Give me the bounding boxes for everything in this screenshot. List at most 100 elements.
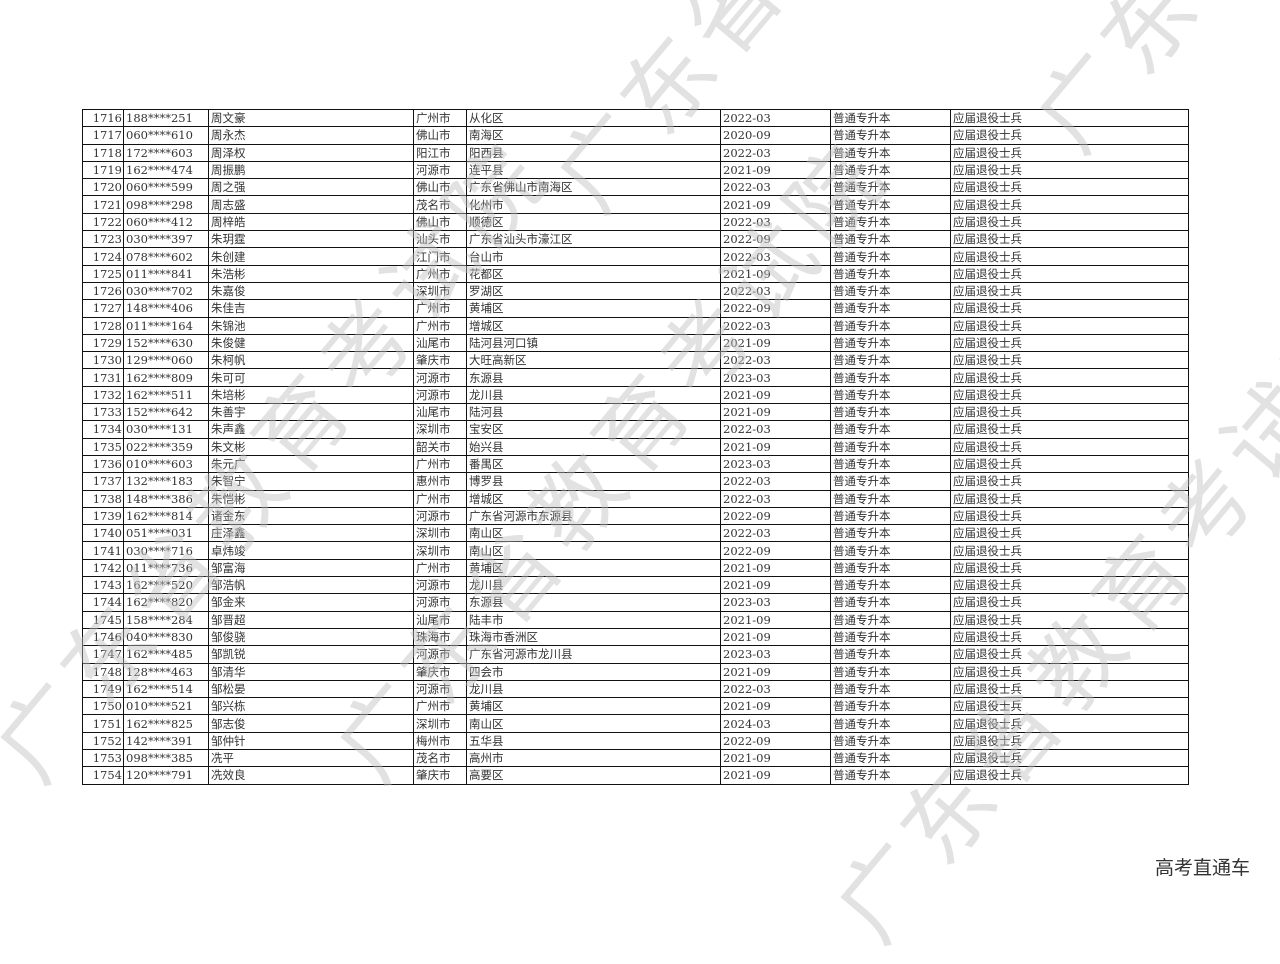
candidate-name: 周泽权 xyxy=(208,143,414,162)
row-number: 1751 xyxy=(82,714,124,733)
category: 应届退役士兵 xyxy=(950,385,1189,405)
candidate-id: 030****702 xyxy=(123,281,209,301)
candidate-id: 162****820 xyxy=(123,593,209,612)
candidate-name: 朱可可 xyxy=(208,368,414,387)
date: 2021-09 xyxy=(720,627,831,647)
exam-type: 普通专升本 xyxy=(830,247,951,266)
row-number: 1720 xyxy=(82,178,124,197)
category: 应届退役士兵 xyxy=(950,247,1189,266)
table-body: 1716 188****251 周文豪 广州市 从化区 2022-03 普通专升本 应届退役士… xyxy=(82,108,1189,785)
city: 汕尾市 xyxy=(413,403,467,422)
table-row: 1752 142****391 邹仲针 梅州市 五华县 2022-09 普通专升本 应届退役士… xyxy=(82,731,1189,750)
city: 肇庆市 xyxy=(413,351,467,370)
candidate-name: 朱智宁 xyxy=(208,472,414,491)
date: 2021-09 xyxy=(720,748,831,768)
date: 2021-09 xyxy=(720,610,831,629)
city: 广州市 xyxy=(413,264,467,283)
category: 应届退役士兵 xyxy=(950,645,1189,664)
table-row: 1749 162****514 邹松晏 河源市 龙川县 2022-03 普通专升本 应届退役士… xyxy=(82,679,1189,699)
candidate-name: 诸金东 xyxy=(208,506,414,526)
candidate-id: 040****830 xyxy=(123,627,209,647)
date: 2022-03 xyxy=(720,489,831,508)
candidate-name: 邹金来 xyxy=(208,593,414,612)
category: 应届退役士兵 xyxy=(950,748,1189,768)
candidate-name: 朱声鑫 xyxy=(208,420,414,439)
district: 陆河县 xyxy=(466,403,721,422)
date: 2022-03 xyxy=(720,108,831,128)
city: 深圳市 xyxy=(413,420,467,439)
category: 应届退役士兵 xyxy=(950,714,1189,733)
exam-type: 普通专升本 xyxy=(830,420,951,439)
date: 2022-03 xyxy=(720,351,831,370)
table-row: 1717 060****610 周永杰 佛山市 南海区 2020-09 普通专升本 应届退役士… xyxy=(82,126,1189,145)
table-row: 1727 148****406 朱佳吉 广州市 黄埔区 2022-09 普通专升本 应届退役士… xyxy=(82,299,1189,318)
date: 2022-03 xyxy=(720,316,831,335)
table-row: 1740 051****031 庄泽鑫 深圳市 南山区 2022-03 普通专升本 应届退役士… xyxy=(82,524,1189,543)
candidate-name: 邹凯锐 xyxy=(208,645,414,664)
candidate-id: 162****511 xyxy=(123,385,209,405)
category: 应届退役士兵 xyxy=(950,178,1189,197)
table-row: 1754 120****791 冼效良 肇庆市 高要区 2021-09 普通专升本 应届退役士… xyxy=(82,766,1189,785)
exam-type: 普通专升本 xyxy=(830,437,951,456)
district: 黄埔区 xyxy=(466,299,721,318)
row-number: 1744 xyxy=(82,593,124,612)
row-number: 1723 xyxy=(82,230,124,249)
table-row: 1746 040****830 邹俊骁 珠海市 珠海市香洲区 2021-09 普通专升本 应届… xyxy=(82,627,1189,647)
exam-type: 普通专升本 xyxy=(830,662,951,681)
city: 珠海市 xyxy=(413,627,467,647)
row-number: 1740 xyxy=(82,524,124,543)
row-number: 1746 xyxy=(82,627,124,647)
row-number: 1718 xyxy=(82,143,124,162)
city: 广州市 xyxy=(413,489,467,508)
candidate-name: 朱恺彬 xyxy=(208,489,414,508)
date: 2021-09 xyxy=(720,264,831,283)
row-number: 1731 xyxy=(82,368,124,387)
row-number: 1716 xyxy=(82,108,124,128)
candidate-name: 邹富海 xyxy=(208,558,414,578)
table-row: 1716 188****251 周文豪 广州市 从化区 2022-03 普通专升本 应届退役士… xyxy=(82,108,1189,128)
candidate-id: 148****406 xyxy=(123,299,209,318)
city: 阳江市 xyxy=(413,143,467,162)
city: 河源市 xyxy=(413,368,467,387)
city: 肇庆市 xyxy=(413,662,467,681)
city: 深圳市 xyxy=(413,541,467,560)
table-row: 1750 010****521 邹兴栋 广州市 黄埔区 2021-09 普通专升本 应届退役士… xyxy=(82,697,1189,716)
candidate-name: 邹俊骁 xyxy=(208,627,414,647)
city: 深圳市 xyxy=(413,714,467,733)
candidate-name: 朱文彬 xyxy=(208,437,414,456)
category: 应届退役士兵 xyxy=(950,299,1189,318)
exam-type: 普通专升本 xyxy=(830,281,951,301)
exam-type: 普通专升本 xyxy=(830,143,951,162)
candidate-name: 邹晋超 xyxy=(208,610,414,629)
category: 应届退役士兵 xyxy=(950,524,1189,543)
table-row: 1722 060****412 周梓皓 佛山市 顺德区 2022-03 普通专升本 应届退役士… xyxy=(82,212,1189,232)
category: 应届退役士兵 xyxy=(950,610,1189,629)
candidate-name: 周梓皓 xyxy=(208,212,414,232)
candidate-id: 011****736 xyxy=(123,558,209,578)
candidate-name: 邹兴栋 xyxy=(208,697,414,716)
date: 2022-09 xyxy=(720,731,831,750)
candidate-name: 朱佳吉 xyxy=(208,299,414,318)
table-row: 1753 098****385 冼平 茂名市 高州市 2021-09 普通专升本 应届退役士兵 xyxy=(82,748,1189,768)
table-row: 1719 162****474 周振鹏 河源市 连平县 2021-09 普通专升本 应届退役士… xyxy=(82,160,1189,180)
city: 广州市 xyxy=(413,299,467,318)
exam-type: 普通专升本 xyxy=(830,368,951,387)
exam-type: 普通专升本 xyxy=(830,645,951,664)
district: 阳西县 xyxy=(466,143,721,162)
candidate-id: 132****183 xyxy=(123,472,209,491)
candidate-name: 邹浩帆 xyxy=(208,576,414,595)
date: 2021-09 xyxy=(720,766,831,785)
category: 应届退役士兵 xyxy=(950,230,1189,249)
category: 应届退役士兵 xyxy=(950,281,1189,301)
candidate-id: 162****485 xyxy=(123,645,209,664)
category: 应届退役士兵 xyxy=(950,454,1189,474)
table-row: 1732 162****511 朱培彬 河源市 龙川县 2021-09 普通专升本 应届退役士… xyxy=(82,385,1189,405)
table-row: 1729 152****630 朱俊健 汕尾市 陆河县河口镇 2021-09 普通专升本 应届… xyxy=(82,333,1189,353)
candidate-id: 098****385 xyxy=(123,748,209,768)
date: 2022-09 xyxy=(720,541,831,560)
row-number: 1747 xyxy=(82,645,124,664)
district: 陆丰市 xyxy=(466,610,721,629)
city: 佛山市 xyxy=(413,178,467,197)
category: 应届退役士兵 xyxy=(950,316,1189,335)
city: 河源市 xyxy=(413,679,467,699)
